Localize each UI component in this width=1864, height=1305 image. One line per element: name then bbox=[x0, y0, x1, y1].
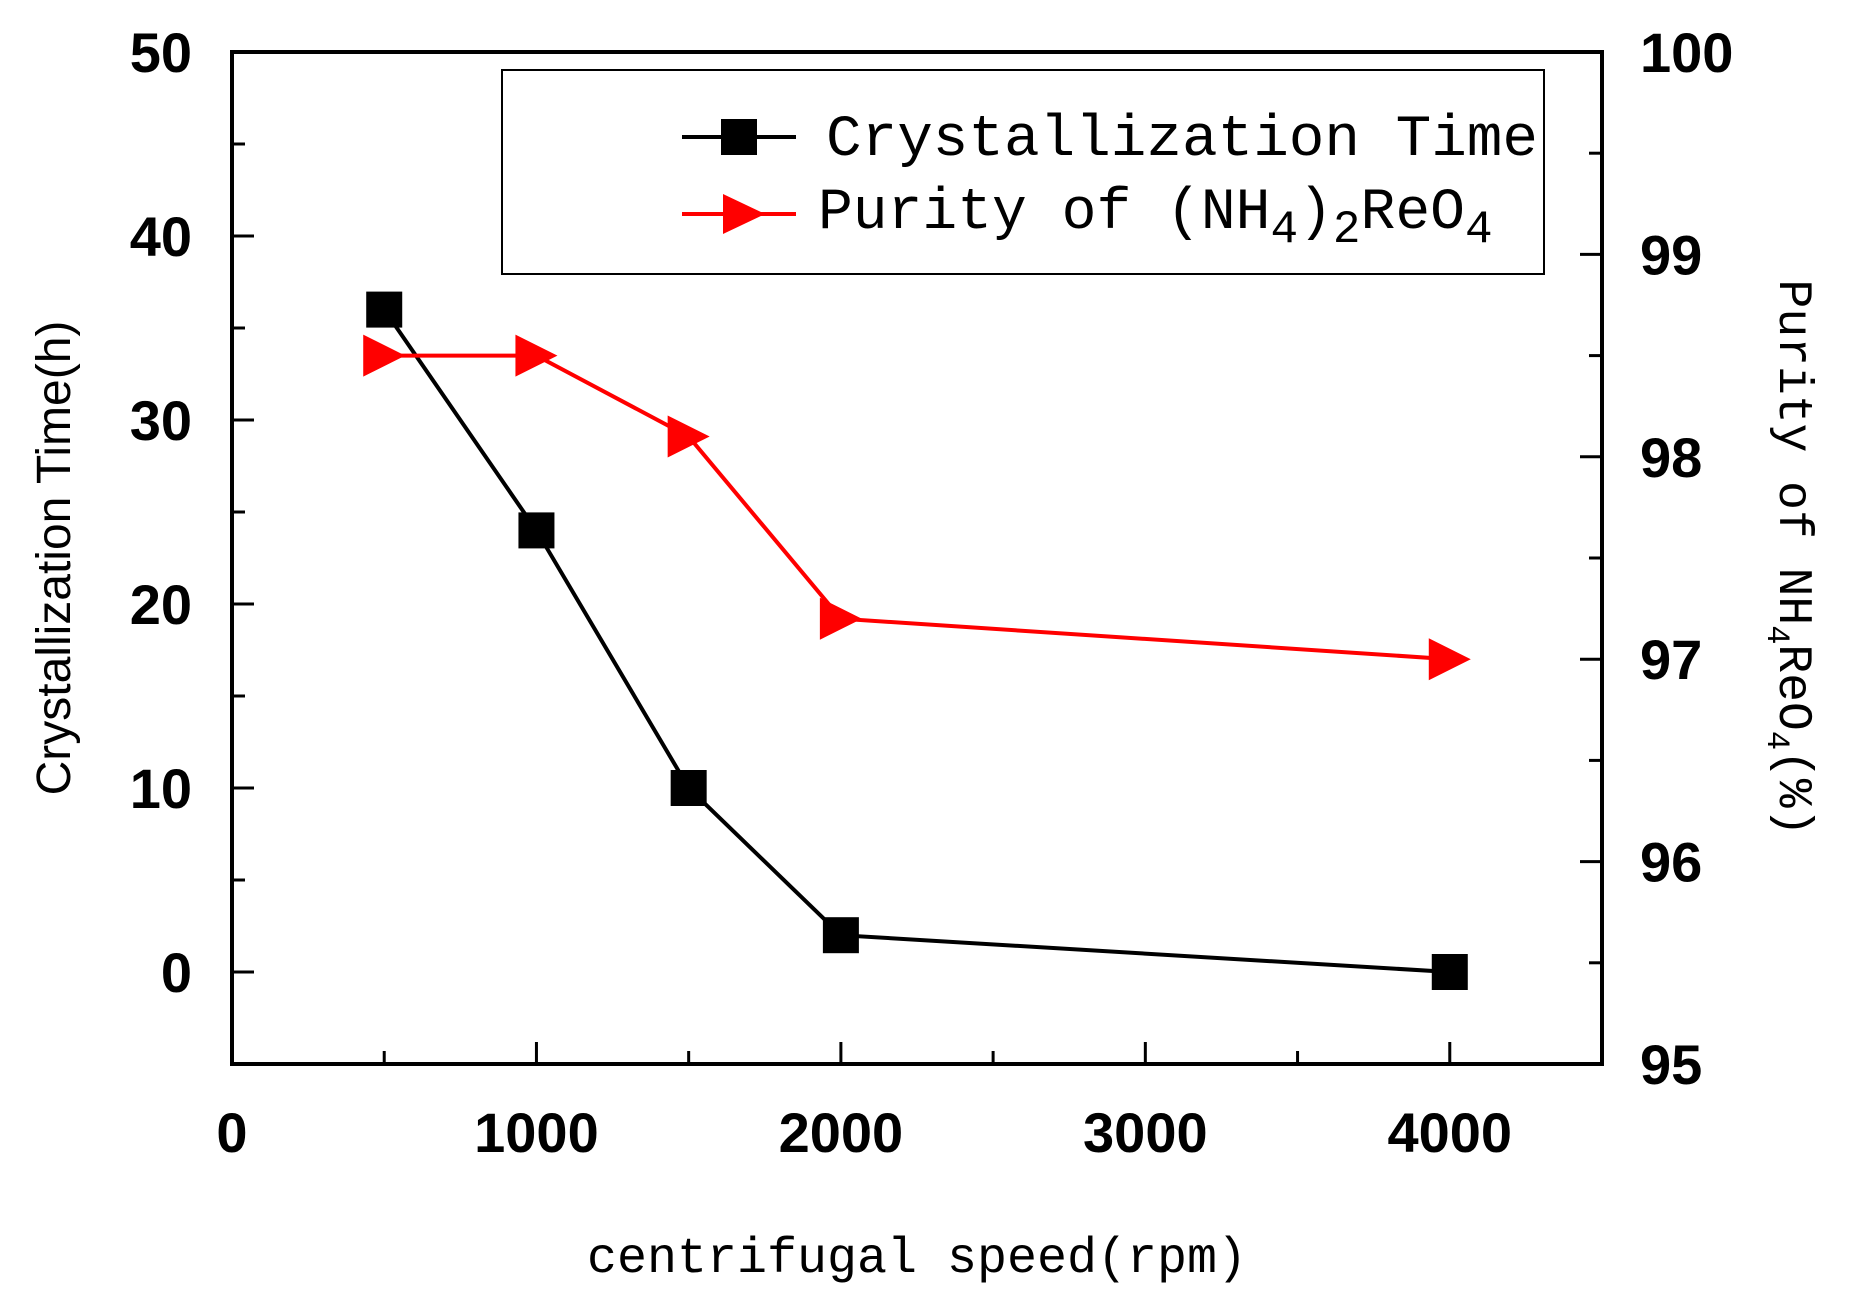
legend-label-purity: Purity of (NH4)2ReO4 bbox=[818, 181, 1493, 256]
series-0-point-3 bbox=[822, 917, 859, 954]
y-left-tick-label-20: 20 bbox=[130, 573, 192, 636]
series-0-point-2 bbox=[670, 770, 707, 806]
series-0-point-0 bbox=[366, 291, 403, 328]
y-axis-left-title: Crystallization Time(h) bbox=[28, 321, 81, 796]
legend-marker-triangle bbox=[723, 194, 765, 234]
series-1-point-0 bbox=[363, 334, 406, 377]
x-tick-label-0: 0 bbox=[216, 1101, 247, 1164]
y-right-tick-label-99: 99 bbox=[1640, 223, 1702, 286]
right-title-sub-1: 4 bbox=[1758, 625, 1795, 644]
right-title-part-1: Purity of NH bbox=[1765, 280, 1819, 626]
series-1-point-4 bbox=[1428, 638, 1471, 681]
series-1-point-2 bbox=[667, 415, 710, 458]
y-left-tick-label-30: 30 bbox=[130, 389, 192, 452]
y-left-tick-label-0: 0 bbox=[161, 941, 192, 1004]
legend-purity-sub-2: 2 bbox=[1333, 204, 1361, 256]
legend-marker-square bbox=[721, 119, 757, 155]
x-axis-title: centrifugal speed(rpm) bbox=[587, 1231, 1247, 1288]
legend-purity-part-2: ) bbox=[1298, 181, 1333, 246]
plot-frame bbox=[230, 50, 1604, 1066]
legend-purity-sub-1: 4 bbox=[1270, 204, 1298, 256]
legend: Crystallization Time Purity of (NH4)2ReO… bbox=[501, 69, 1545, 275]
y-axis-right-title: Purity of NH4ReO4(%) bbox=[1758, 280, 1819, 837]
y-right-tick-label-95: 95 bbox=[1640, 1033, 1702, 1096]
series-line-1 bbox=[384, 353, 1450, 662]
series-1-point-1 bbox=[515, 334, 558, 377]
legend-purity-part-3: ReO bbox=[1361, 181, 1465, 246]
right-title-sub-2: 4 bbox=[1758, 731, 1795, 750]
series-layer bbox=[363, 291, 1471, 990]
x-tick-label-2000: 2000 bbox=[779, 1101, 904, 1164]
y-right-tick-label-100: 100 bbox=[1640, 21, 1733, 84]
right-title-part-3: (%) bbox=[1765, 750, 1819, 836]
x-tick-label-4000: 4000 bbox=[1387, 1101, 1512, 1164]
series-0-point-1 bbox=[518, 512, 555, 549]
series-1-point-3 bbox=[819, 597, 862, 640]
y-right-tick-label-97: 97 bbox=[1640, 628, 1702, 691]
y-right-tick-label-98: 98 bbox=[1640, 426, 1702, 489]
legend-purity-sub-3: 4 bbox=[1465, 204, 1493, 256]
right-title-part-2: ReO bbox=[1765, 644, 1819, 730]
ticks-layer: 0 1000 2000 3000 4000 0 10 20 30 40 50 95 96 97 98 99 10… bbox=[130, 21, 1734, 1164]
legend-label-crystallization: Crystallization Time bbox=[826, 108, 1538, 173]
y-left-tick-label-40: 40 bbox=[130, 205, 192, 268]
x-tick-label-1000: 1000 bbox=[474, 1101, 599, 1164]
series-0-point-4 bbox=[1431, 954, 1468, 990]
legend-box bbox=[501, 69, 1545, 275]
legend-purity-part-1: Purity of (NH bbox=[818, 181, 1270, 246]
y-left-tick-label-50: 50 bbox=[130, 21, 192, 84]
x-tick-label-3000: 3000 bbox=[1083, 1101, 1208, 1164]
series-line-0 bbox=[382, 308, 1450, 974]
y-right-tick-label-96: 96 bbox=[1640, 831, 1702, 894]
y-left-tick-label-10: 10 bbox=[130, 757, 192, 820]
